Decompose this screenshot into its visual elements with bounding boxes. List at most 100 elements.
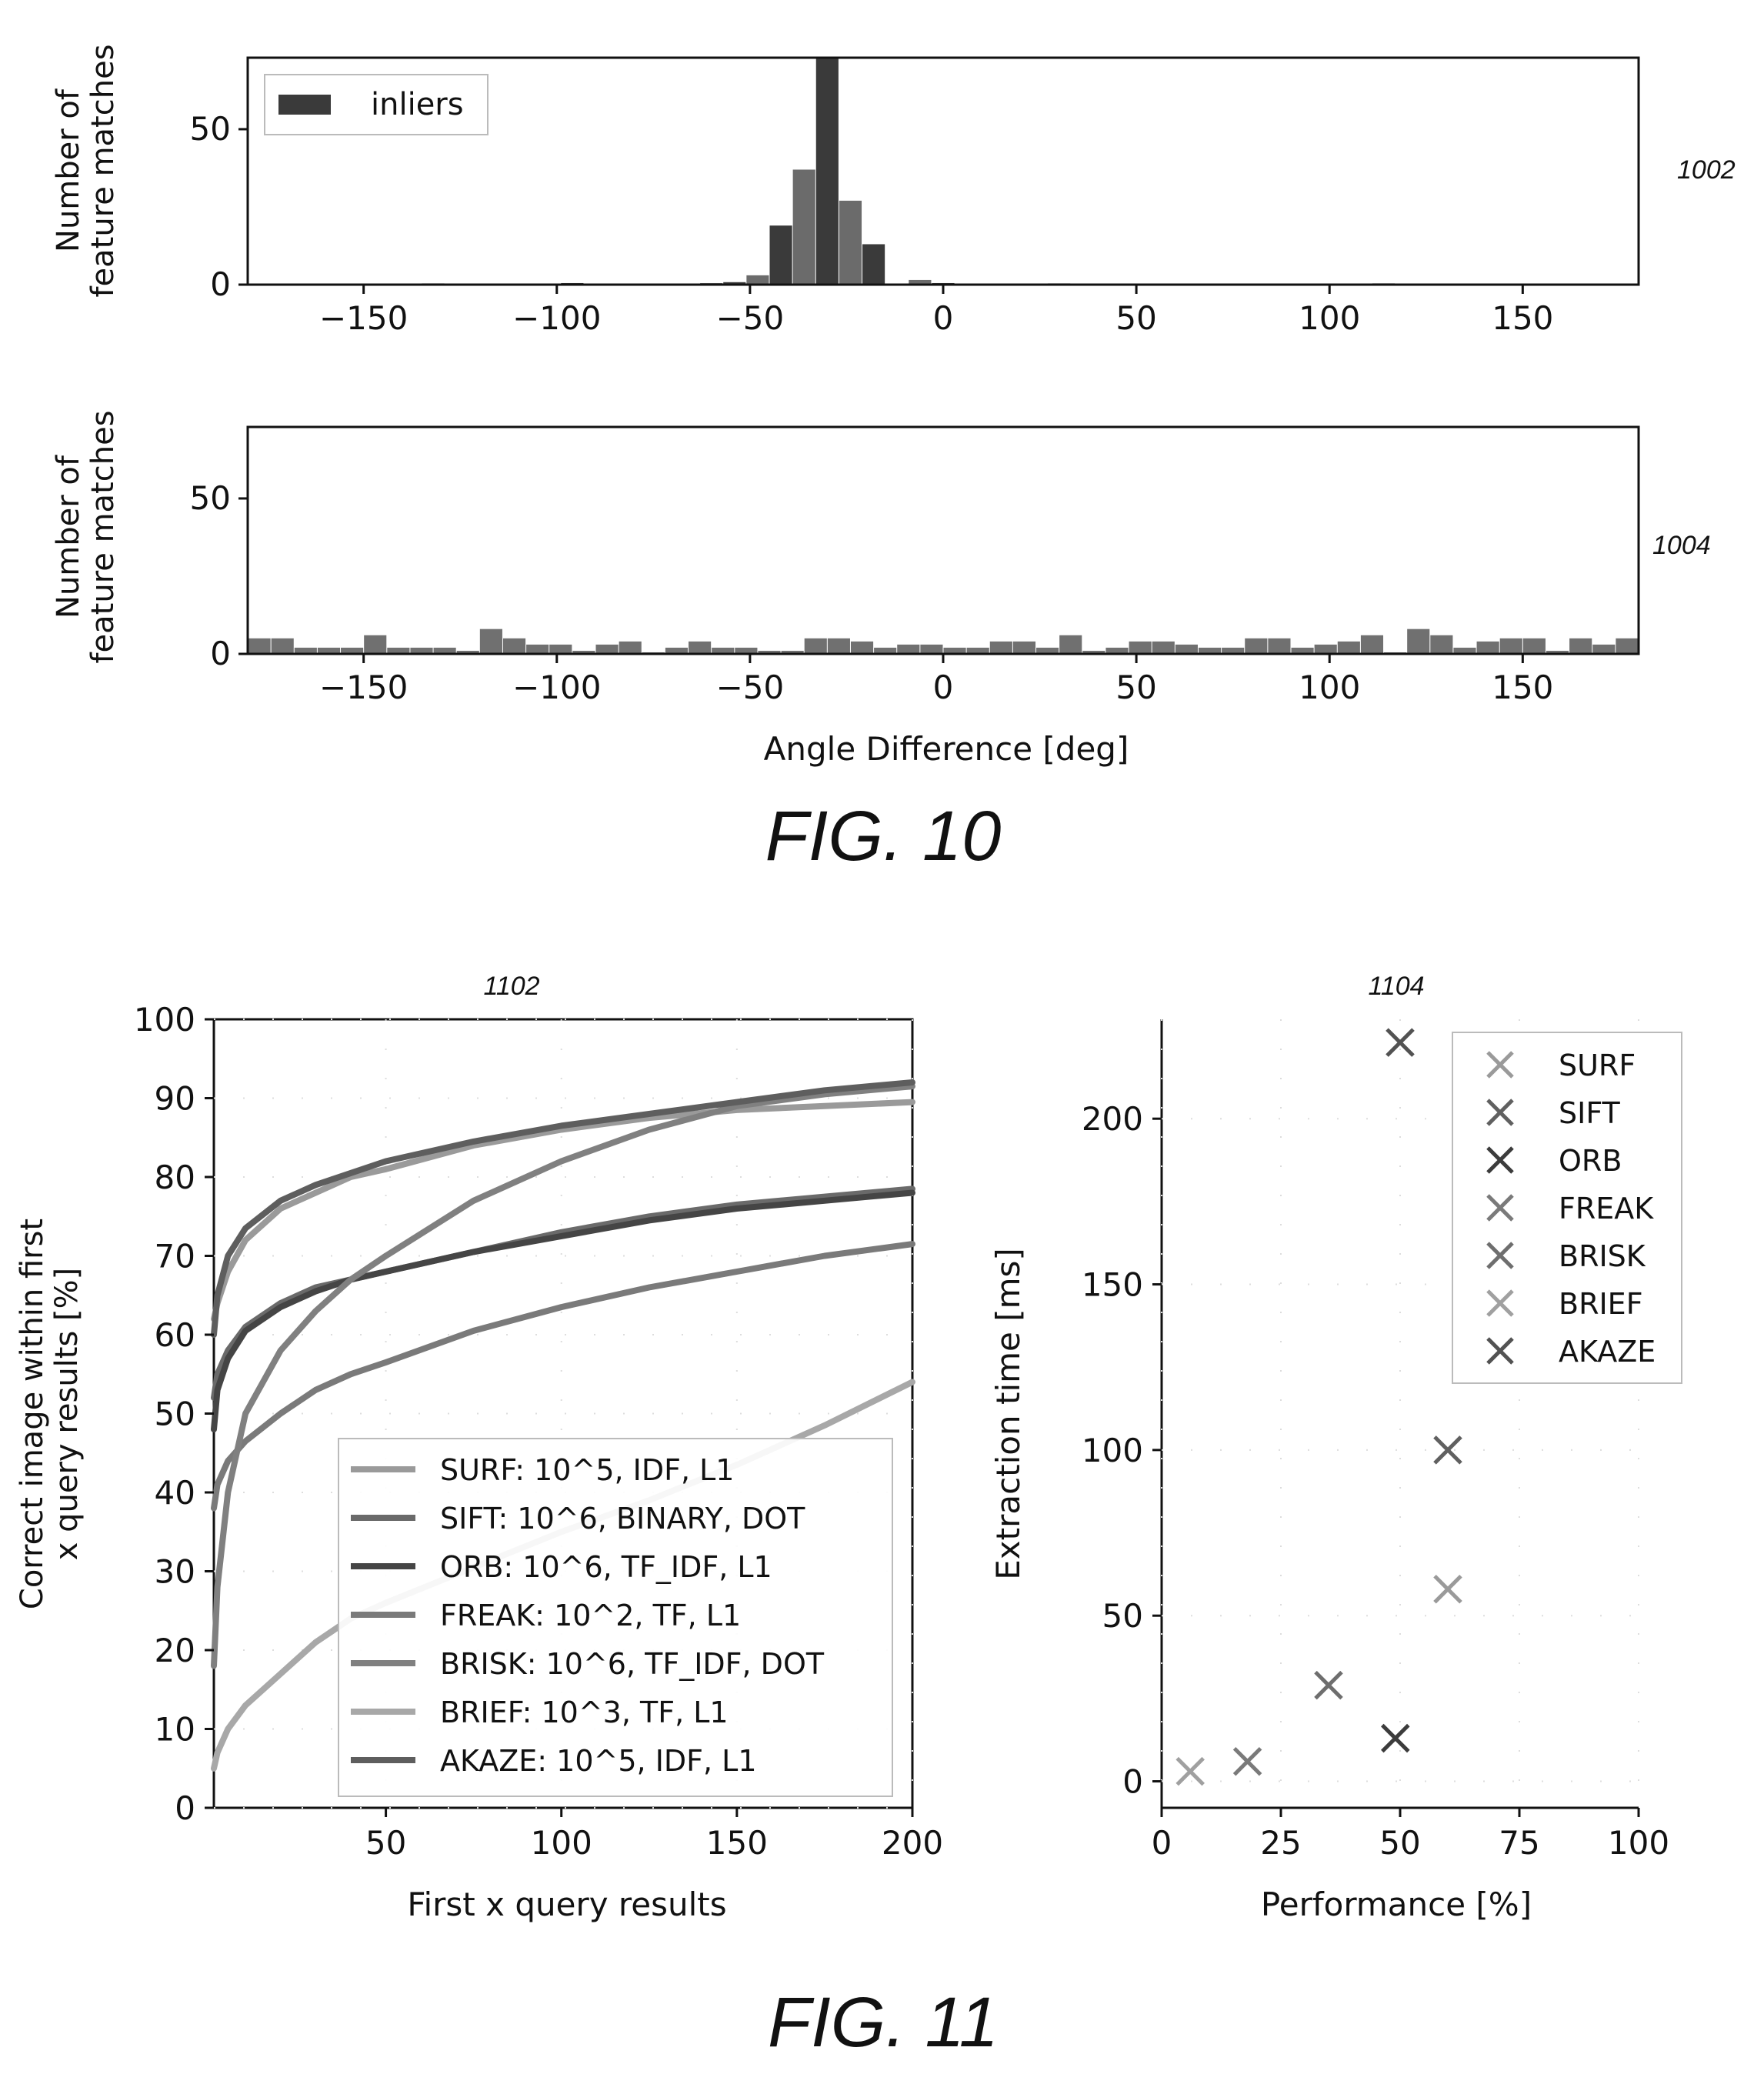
y-tick-label: 80 (155, 1159, 195, 1196)
x-axis-label: Angle Difference [deg] (764, 730, 1129, 768)
histogram-bar (723, 282, 746, 285)
reference-numeral-1004: 1004 (1652, 531, 1711, 560)
legend: SURF: 10^5, IDF, L1 SIFT: 10^6, BINARY, D… (338, 1438, 893, 1797)
series-line (211, 1189, 915, 1432)
histogram-bar (804, 638, 827, 654)
legend-label: BRISK: 10^6, TF_IDF, DOT (440, 1647, 825, 1681)
x-tick-label: 100 (531, 1824, 592, 1862)
legend-label: SIFT: 10^6, BINARY, DOT (440, 1502, 805, 1535)
histogram-bar (317, 647, 341, 654)
legend-marker (1486, 1099, 1514, 1126)
histogram-bar (1430, 635, 1453, 654)
y-axis-label-line2: x query results [%] (49, 1268, 85, 1561)
scatter-marker (1232, 1746, 1262, 1776)
histogram-bar (364, 635, 387, 654)
legend-label: ORB: 10^6, TF_IDF, L1 (440, 1550, 772, 1584)
x-tick-label: 0 (933, 299, 954, 337)
x-tick-label: −100 (512, 669, 601, 706)
y-tick-label: 50 (190, 110, 231, 148)
histogram-bar (1036, 647, 1059, 654)
legend-label: BRISK (1559, 1239, 1646, 1273)
legend-marker (1486, 1194, 1514, 1222)
histogram-bar (549, 644, 572, 654)
x-tick-label: 50 (1115, 299, 1156, 337)
histogram-bar (1569, 638, 1592, 654)
histogram-bar (966, 647, 989, 654)
y-axis-label-line2: feature matches (85, 44, 121, 297)
histogram-bar (862, 244, 885, 285)
histogram-bar (1476, 641, 1499, 654)
x-tick-label: 75 (1499, 1824, 1539, 1862)
histogram-bar (665, 647, 689, 654)
histogram-1004: Number of feature matches Angle Differen… (51, 410, 1711, 768)
x-tick-label: 0 (933, 669, 954, 706)
legend-label: BRIEF (1559, 1287, 1643, 1321)
histogram-bar (689, 641, 712, 654)
histogram-bar (1522, 638, 1546, 654)
legend: inliers (264, 74, 489, 135)
histogram-bar (1082, 650, 1105, 654)
legend-swatch (278, 95, 331, 115)
series-line (211, 1079, 915, 1338)
histogram-bar (1407, 629, 1430, 654)
reference-numeral-1002: 1002 (1677, 155, 1736, 185)
y-tick-label: 50 (190, 479, 231, 517)
histogram-bar (781, 650, 804, 654)
histogram-bar (248, 638, 271, 654)
histogram-bar (1222, 647, 1245, 654)
histogram-bar (1175, 644, 1198, 654)
histogram-bar (735, 647, 758, 654)
scatter-chart-1104: 1104 Extraction time [ms] Performance [%… (989, 972, 1682, 1923)
legend-label: AKAZE (1559, 1335, 1656, 1369)
legend-label: FREAK (1559, 1192, 1654, 1225)
x-axis-label: First x query results (407, 1886, 726, 1923)
y-tick-label: 60 (155, 1316, 195, 1354)
x-tick-label: 100 (1299, 299, 1360, 337)
x-tick-label: 0 (1152, 1824, 1172, 1862)
histogram-bar (827, 638, 850, 654)
legend-label: SIFT (1559, 1096, 1621, 1130)
histogram-bar (1360, 635, 1384, 654)
x-tick-label: −100 (512, 299, 601, 337)
figure-caption-11: FIG. 11 (768, 1983, 999, 2062)
legend-marker (1486, 1146, 1514, 1174)
x-tick-label: −50 (716, 669, 785, 706)
x-tick-label: 25 (1260, 1824, 1301, 1862)
y-tick-label: 90 (155, 1080, 195, 1118)
scatter-marker (1175, 1756, 1205, 1786)
y-tick-label: 200 (1082, 1100, 1143, 1138)
scatter-marker (1386, 1028, 1415, 1057)
series-line (211, 1083, 915, 1669)
histogram-bar (815, 58, 839, 285)
legend-marker (1486, 1289, 1514, 1317)
histogram-bar (874, 647, 897, 654)
y-axis-label-line1: Number of (51, 455, 86, 619)
histogram-bar (1337, 641, 1360, 654)
y-axis-label-line2: feature matches (85, 410, 121, 663)
legend-label: SURF: 10^5, IDF, L1 (440, 1453, 735, 1487)
y-tick-label: 40 (155, 1474, 195, 1512)
panel-label-1102: 1102 (483, 972, 539, 1001)
y-tick-label: 0 (210, 635, 231, 672)
histogram-bar (712, 647, 735, 654)
y-tick-label: 50 (1102, 1597, 1143, 1635)
histogram-bar (433, 647, 456, 654)
line-chart-1102: 1102 Correct image within first x query … (15, 972, 943, 1923)
y-axis-label: Extraction time [ms] (989, 1248, 1027, 1580)
histogram-bar (1059, 635, 1082, 654)
x-tick-label: 100 (1608, 1824, 1669, 1862)
x-tick-label: 50 (365, 1824, 406, 1862)
y-tick-label: 100 (1082, 1432, 1143, 1469)
y-tick-label: 0 (210, 265, 231, 303)
histogram-bar (746, 275, 769, 285)
x-tick-label: 150 (1492, 299, 1553, 337)
scatter-marker (1433, 1435, 1462, 1465)
x-tick-label: 150 (1492, 669, 1553, 706)
histogram-bar (410, 647, 433, 654)
scatter-marker (1433, 1574, 1462, 1604)
legend-label: BRIEF: 10^3, TF, L1 (440, 1696, 729, 1729)
scatter-marker (1381, 1723, 1410, 1753)
histogram-bar (456, 650, 479, 654)
x-tick-label: 100 (1299, 669, 1360, 706)
